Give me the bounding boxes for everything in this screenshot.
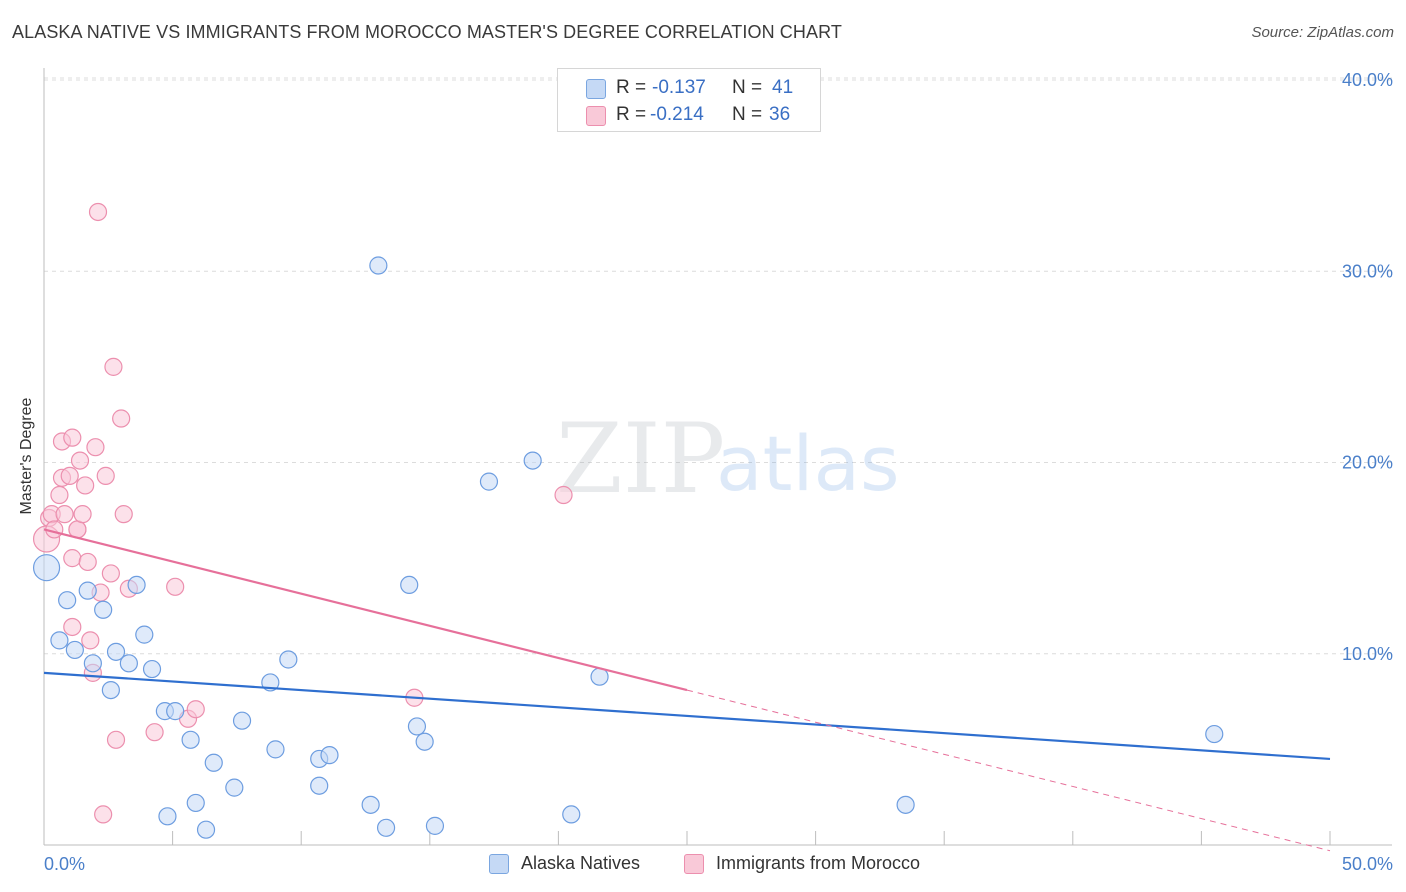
data-point <box>94 805 113 824</box>
trendline-morocco <box>43 528 688 692</box>
watermark-zip: ZIP <box>556 403 725 515</box>
data-point <box>101 564 120 583</box>
data-point <box>63 617 82 637</box>
data-point <box>50 485 69 505</box>
r-label: R = <box>616 77 647 98</box>
data-point <box>96 466 115 485</box>
data-point <box>562 805 581 824</box>
series-morocco-points <box>32 202 573 824</box>
series-alaska-points <box>32 256 1224 839</box>
stats-row-morocco: R = -0.214 N = 36 <box>558 102 820 128</box>
n-label: N = <box>732 104 763 125</box>
data-point <box>135 625 154 644</box>
data-point <box>60 466 79 485</box>
gridlines <box>44 77 1392 655</box>
data-point <box>320 746 339 765</box>
data-point <box>523 451 542 470</box>
data-point <box>142 659 162 679</box>
data-point <box>70 451 90 470</box>
data-point <box>32 554 61 582</box>
data-point <box>94 600 113 619</box>
data-point <box>415 732 434 751</box>
chart-title: ALASKA NATIVE VS IMMIGRANTS FROM MOROCCO… <box>12 22 842 42</box>
data-point <box>407 717 427 736</box>
data-point <box>104 357 123 376</box>
data-point <box>232 711 252 730</box>
data-point <box>204 753 223 772</box>
data-point <box>1205 724 1224 744</box>
watermark-atlas: atlas <box>716 419 900 508</box>
data-point <box>73 505 92 524</box>
data-point <box>266 740 285 759</box>
data-point <box>78 581 97 600</box>
data-point <box>369 256 388 275</box>
data-point <box>63 428 82 447</box>
data-point <box>145 723 164 742</box>
data-point <box>81 631 100 650</box>
data-point <box>166 577 185 596</box>
data-point <box>158 807 177 826</box>
data-point <box>86 438 105 457</box>
stats-box: R = -0.137 N = 41 R = -0.214 N = 36 <box>557 68 821 132</box>
r-label: R = <box>616 104 647 125</box>
data-point <box>55 505 74 524</box>
data-point <box>186 793 205 813</box>
legend-swatch-morocco <box>684 854 704 874</box>
trendline-alaska <box>43 671 1331 761</box>
data-point <box>361 795 380 814</box>
data-point <box>65 640 84 660</box>
data-point <box>63 549 82 568</box>
data-point <box>78 552 97 572</box>
data-point <box>425 816 445 835</box>
data-point <box>310 776 329 795</box>
data-point <box>83 654 102 673</box>
y-tick-label: 30.0% <box>1342 261 1393 281</box>
trendlines <box>43 528 1331 852</box>
data-point <box>400 575 419 595</box>
data-point <box>554 485 573 505</box>
data-point <box>181 730 200 749</box>
data-point <box>279 650 298 669</box>
watermark: ZIP atlas <box>556 403 900 515</box>
data-point <box>119 654 138 673</box>
stats-row-alaska: R = -0.137 N = 41 <box>558 75 820 101</box>
tick-labels: 10.0% 20.0% 30.0% 40.0% 0.0% 50.0% <box>44 70 1393 874</box>
y-tick-label: 10.0% <box>1342 644 1393 664</box>
data-point <box>76 476 95 495</box>
legend-label-alaska: Alaska Natives <box>521 853 641 873</box>
data-point <box>101 680 120 700</box>
data-point <box>112 409 131 428</box>
data-point <box>114 505 133 524</box>
data-point <box>106 730 126 749</box>
morocco-swatch <box>586 106 606 126</box>
legend-swatch-alaska <box>489 854 509 874</box>
data-point <box>127 575 146 595</box>
n-value: 36 <box>769 104 791 125</box>
data-point <box>225 778 244 797</box>
n-label: N = <box>732 77 763 98</box>
data-point <box>196 820 216 839</box>
n-value: 41 <box>772 77 794 98</box>
legend-label-morocco: Immigrants from Morocco <box>716 853 921 873</box>
r-value: -0.214 <box>650 104 704 125</box>
data-point <box>186 700 205 719</box>
data-point <box>896 795 915 814</box>
y-tick-label: 40.0% <box>1342 70 1393 90</box>
data-point <box>376 818 396 837</box>
data-point <box>50 631 69 650</box>
x-tick-label-min: 0.0% <box>44 854 85 874</box>
data-point <box>88 202 108 222</box>
alaska-swatch <box>586 79 606 99</box>
r-value: -0.137 <box>652 77 706 98</box>
data-point <box>106 642 126 661</box>
data-point <box>479 472 499 491</box>
source-label: Source: ZipAtlas.com <box>1251 24 1394 41</box>
x-tick-label-max: 50.0% <box>1342 854 1393 874</box>
y-tick-label: 20.0% <box>1342 453 1393 473</box>
data-point <box>58 591 77 610</box>
trendline-morocco <box>686 689 1331 852</box>
data-point <box>166 702 185 721</box>
